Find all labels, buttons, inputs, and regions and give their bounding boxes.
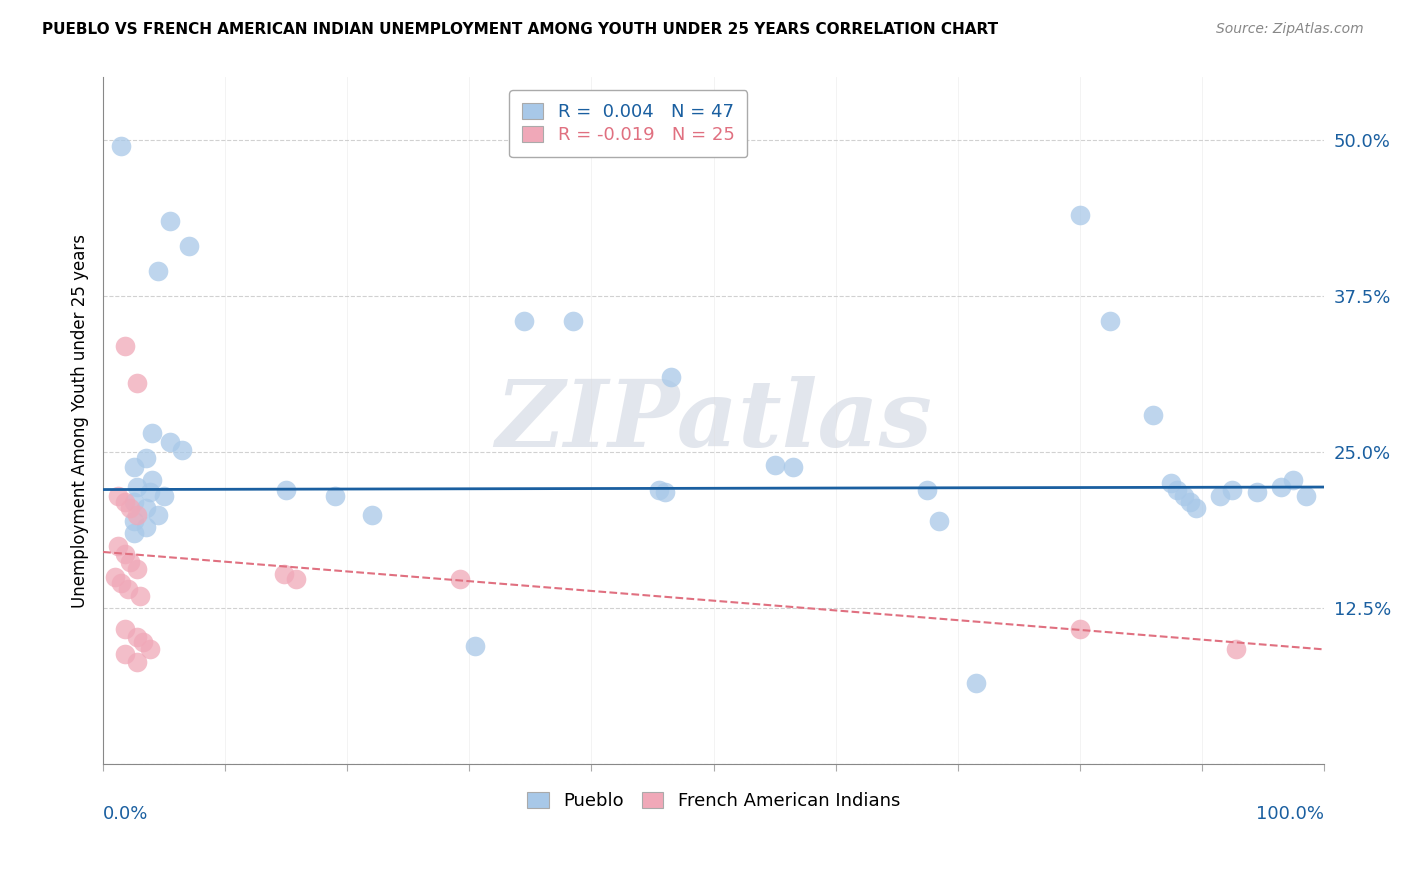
Point [122, 526, 145, 541]
Point [782, 460, 804, 475]
Point [104, 570, 127, 584]
Text: 100.0%: 100.0% [1256, 805, 1324, 823]
Point [1246, 485, 1268, 500]
Point [141, 473, 163, 487]
Point [659, 370, 682, 384]
Point [654, 485, 676, 500]
Text: ZIPatlas: ZIPatlas [495, 376, 932, 466]
Point [132, 635, 155, 649]
Point [114, 548, 136, 562]
Point [127, 480, 149, 494]
Point [965, 676, 987, 690]
Legend: Pueblo, French American Indians: Pueblo, French American Indians [520, 784, 907, 817]
Point [1173, 489, 1195, 503]
Point [122, 514, 145, 528]
Text: PUEBLO VS FRENCH AMERICAN INDIAN UNEMPLOYMENT AMONG YOUTH UNDER 25 YEARS CORRELA: PUEBLO VS FRENCH AMERICAN INDIAN UNEMPLO… [42, 22, 998, 37]
Point [107, 489, 129, 503]
Point [1166, 483, 1188, 497]
Point [110, 139, 132, 153]
Point [1160, 476, 1182, 491]
Point [127, 630, 149, 644]
Point [1099, 314, 1122, 328]
Point [1282, 473, 1305, 487]
Point [135, 520, 157, 534]
Point [117, 582, 139, 597]
Point [915, 483, 938, 497]
Point [647, 483, 669, 497]
Point [114, 623, 136, 637]
Point [323, 489, 346, 503]
Point [464, 639, 486, 653]
Point [110, 576, 132, 591]
Point [928, 514, 950, 528]
Text: Source: ZipAtlas.com: Source: ZipAtlas.com [1216, 22, 1364, 37]
Point [146, 264, 169, 278]
Point [114, 648, 136, 662]
Point [1069, 623, 1091, 637]
Point [127, 508, 149, 522]
Point [118, 501, 141, 516]
Point [513, 314, 536, 328]
Point [177, 239, 200, 253]
Point [1069, 208, 1091, 222]
Point [135, 451, 157, 466]
Point [273, 567, 295, 582]
Point [128, 589, 150, 603]
Point [1295, 489, 1317, 503]
Point [1270, 480, 1292, 494]
Y-axis label: Unemployment Among Youth under 25 years: Unemployment Among Youth under 25 years [72, 234, 89, 607]
Point [449, 573, 471, 587]
Point [122, 495, 145, 509]
Point [138, 485, 160, 500]
Point [127, 655, 149, 669]
Text: 0.0%: 0.0% [103, 805, 149, 823]
Point [763, 458, 786, 472]
Point [107, 539, 129, 553]
Point [1209, 489, 1232, 503]
Point [1142, 408, 1164, 422]
Point [127, 376, 149, 391]
Point [135, 501, 157, 516]
Point [118, 555, 141, 569]
Point [127, 562, 149, 576]
Point [285, 573, 308, 587]
Point [114, 339, 136, 353]
Point [562, 314, 585, 328]
Point [1220, 483, 1243, 497]
Point [114, 495, 136, 509]
Point [141, 426, 163, 441]
Point [122, 460, 145, 475]
Point [138, 642, 160, 657]
Point [159, 214, 181, 228]
Point [1178, 495, 1201, 509]
Point [360, 508, 382, 522]
Point [153, 489, 176, 503]
Point [276, 483, 298, 497]
Point [1225, 642, 1247, 657]
Point [1184, 501, 1206, 516]
Point [159, 435, 181, 450]
Point [172, 442, 194, 457]
Point [146, 508, 169, 522]
